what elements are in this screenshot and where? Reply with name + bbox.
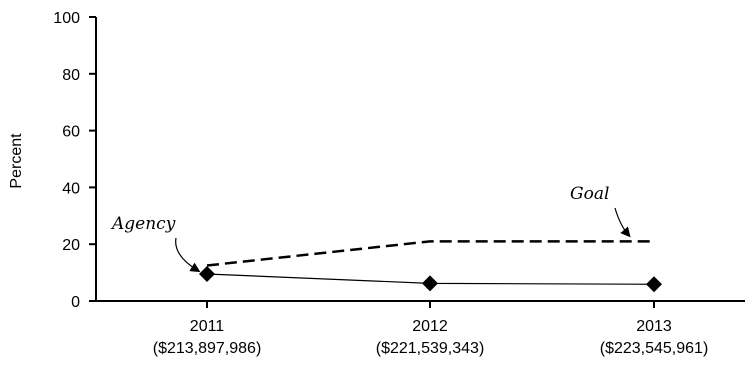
y-tick-label: 0 xyxy=(71,294,80,311)
goal-annotation-label: Goal xyxy=(570,184,609,204)
series-layer xyxy=(199,240,662,293)
y-tick-label: 80 xyxy=(62,67,80,84)
x-tick-label-amount: ($213,897,986) xyxy=(153,340,262,357)
x-tick-label-year: 2011 xyxy=(190,318,225,335)
agency-data-point xyxy=(646,276,662,293)
y-axis: 0 20 40 60 80 100 xyxy=(53,10,97,311)
goal-series-line xyxy=(206,240,654,267)
y-tick-label: 60 xyxy=(62,124,80,141)
x-tick-label-amount: ($223,545,961) xyxy=(600,340,709,357)
x-tick-label-amount: ($221,539,343) xyxy=(376,340,485,357)
x-axis: 2011 ($213,897,986) 2012 ($221,539,343) 2013… xyxy=(96,300,745,357)
y-tick-label: 20 xyxy=(62,237,80,254)
agency-data-point xyxy=(422,275,438,292)
x-tick-label-year: 2013 xyxy=(636,318,672,335)
agency-data-point xyxy=(199,266,215,283)
goal-annotation-arrow xyxy=(614,207,631,238)
agency-annotation-arrow xyxy=(175,237,201,273)
y-tick-label: 100 xyxy=(53,10,80,27)
y-axis-title: Percent xyxy=(8,133,25,189)
x-tick-label-year: 2012 xyxy=(412,318,448,335)
agency-annotation-label: Agency xyxy=(110,214,176,234)
annotation-layer: Agency Goal xyxy=(110,184,631,273)
y-tick-label: 40 xyxy=(62,180,80,197)
